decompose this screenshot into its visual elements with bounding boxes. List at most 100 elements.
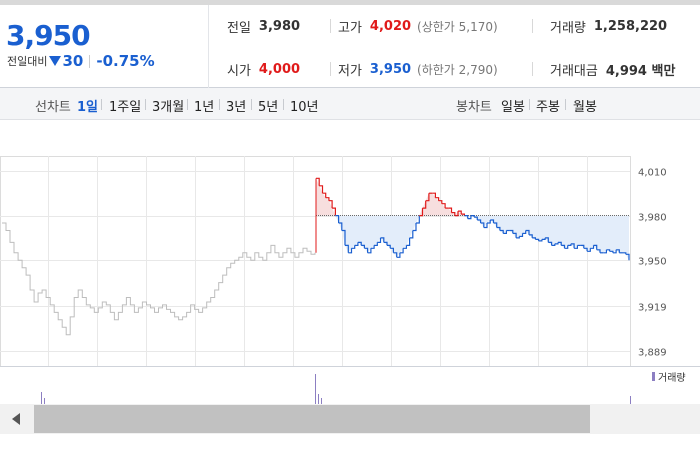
divider (565, 99, 566, 110)
tab-weekly-candle[interactable]: 주봉 (536, 100, 560, 115)
tab-5-years[interactable]: 5년 (258, 100, 279, 115)
price-segment (587, 248, 591, 252)
price-segment (367, 248, 372, 254)
price-segment (374, 242, 378, 246)
price-segment (596, 249, 601, 253)
price-segment (341, 229, 346, 246)
price-segment (335, 215, 340, 223)
y-tick-label: 4,010 (638, 168, 667, 179)
divider (330, 19, 331, 33)
price-segment (590, 245, 595, 249)
divider (330, 62, 331, 76)
below-reference-area (316, 178, 629, 261)
tab-10-years[interactable]: 10년 (290, 100, 319, 115)
open-label: 시가 (227, 64, 251, 79)
top-border (0, 0, 700, 5)
price-segment (387, 244, 391, 249)
price-segment (348, 248, 353, 254)
divider (251, 99, 252, 110)
left-arrow-icon (12, 413, 20, 425)
price-segment (432, 192, 436, 198)
candle-chart-title: 봉차트 (456, 100, 492, 115)
volume-value: 1,258,220 (593, 19, 668, 34)
volume-panel: 거래량 (0, 366, 700, 404)
divider (219, 99, 220, 110)
price-segment (625, 253, 630, 261)
scroll-thumb[interactable] (34, 405, 590, 433)
volume-legend-swatch (652, 372, 655, 381)
price-segment (490, 219, 495, 223)
current-price-box: 3,950 전일대비 30 -0.75% (0, 5, 209, 88)
chart-period-tabs: 선차트 1일 1주일 3개월 1년 3년 5년 10년 봉차트 일봉 주봉 월봉 (0, 88, 700, 120)
volume-cell: 거래량 1,258,220 (550, 17, 667, 36)
price-segment (558, 241, 562, 246)
price-segment (338, 222, 343, 231)
price-segment (435, 197, 440, 201)
tab-1-year[interactable]: 1년 (194, 100, 215, 115)
price-segment (570, 243, 575, 249)
price-segment (322, 192, 327, 198)
price-segment (403, 245, 407, 249)
amount-label: 거래대금 (550, 64, 598, 79)
price-segment (458, 210, 462, 215)
price-segment (574, 245, 578, 249)
price-segment (467, 215, 472, 220)
upper-limit: (상한가 5,170) (417, 20, 498, 34)
tab-3-months[interactable]: 3개월 (152, 100, 185, 115)
divider (89, 54, 91, 68)
volume-legend-label: 거래량 (658, 372, 686, 384)
price-segment (441, 203, 446, 209)
price-segment (319, 185, 324, 194)
open-value: 4,000 (258, 62, 301, 77)
prev-close-cell: 전일 3,980 (227, 17, 300, 36)
price-segment (603, 249, 607, 254)
price-segment (332, 207, 336, 216)
low-cell: 저가 3,950 (하한가 2,790) (338, 60, 498, 79)
tab-daily-candle[interactable]: 일봉 (501, 100, 525, 115)
tab-1-day[interactable]: 1일 (77, 100, 99, 115)
price-segment (564, 245, 569, 249)
change-area (316, 178, 629, 261)
tab-monthly-candle[interactable]: 월봉 (573, 100, 597, 115)
price-segment (357, 241, 362, 246)
price-segment (409, 230, 414, 239)
price-segment (364, 247, 369, 253)
price-segment (487, 220, 491, 224)
price-segment (480, 222, 485, 228)
y-tick-label: 3,919 (638, 303, 667, 314)
price-segment (454, 211, 459, 217)
price-chart: 4,010 3,980 3,950 3,919 3,889 거래량 (0, 156, 700, 404)
y-tick-label: 3,980 (638, 213, 667, 224)
price-segment (580, 244, 585, 249)
divider (187, 99, 188, 110)
down-triangle-icon (49, 56, 62, 66)
price-segment (412, 223, 417, 232)
price-segment (545, 237, 549, 243)
scroll-left-button[interactable] (0, 404, 32, 434)
price-segment (612, 249, 617, 254)
change-row: 전일대비 30 -0.75% (7, 52, 155, 70)
low-value: 3,950 (369, 62, 412, 77)
above-reference-area (316, 178, 629, 216)
price-segment (483, 223, 488, 229)
high-cell: 고가 4,020 (상한가 5,170) (338, 17, 498, 36)
tab-3-years[interactable]: 3년 (226, 100, 247, 115)
horizontal-scrollbar[interactable] (0, 404, 700, 434)
price-segment (522, 230, 527, 234)
price-segment (519, 233, 524, 237)
price-segment (396, 252, 401, 258)
price-segment (351, 245, 356, 249)
price-segment (499, 229, 504, 234)
tab-1-week[interactable]: 1주일 (109, 100, 142, 115)
price-segment (448, 207, 453, 213)
line-chart-title: 선차트 (35, 100, 71, 115)
price-segment (399, 248, 404, 254)
price-segment (380, 237, 385, 243)
divider (101, 99, 102, 110)
low-label: 저가 (338, 64, 362, 79)
price-segment (512, 232, 517, 238)
divider (532, 62, 533, 76)
price-segment (425, 193, 430, 202)
prev-close-value: 3,980 (258, 19, 301, 34)
lower-limit: (하한가 2,790) (417, 63, 498, 77)
